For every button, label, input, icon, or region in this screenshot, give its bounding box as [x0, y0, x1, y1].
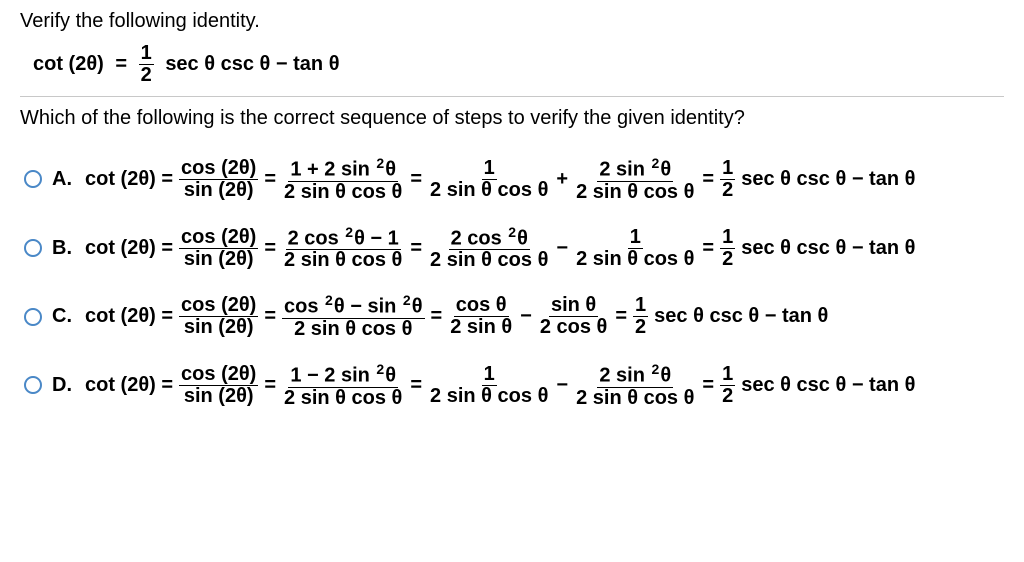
identity-frac: 1 2: [139, 43, 154, 86]
subprompt-text: Which of the following is the correct se…: [20, 107, 1004, 130]
seq-text: −: [553, 237, 571, 260]
fraction: 12: [720, 158, 735, 201]
seq-text: =: [612, 305, 630, 328]
seq-text: =: [428, 305, 446, 328]
equation-sequence: cot (2θ) = cos (2θ)sin (2θ) = 1 − 2 sin …: [82, 362, 918, 409]
seq-start: cot (2θ) =: [82, 305, 176, 328]
option-row: B.cot (2θ) = cos (2θ)sin (2θ) = 2 cos 2θ…: [24, 225, 1004, 272]
radio-option[interactable]: [24, 308, 42, 326]
divider: [20, 96, 1004, 97]
identity-right: sec θ csc θ − tan θ: [162, 53, 342, 75]
identity-left: cot (2θ): [30, 53, 107, 75]
fraction: 12 sin θ cos θ: [428, 158, 550, 201]
equation-sequence: cot (2θ) = cos (2θ)sin (2θ) = cos 2θ − s…: [82, 293, 831, 340]
seq-start: cot (2θ) =: [82, 237, 176, 260]
option-row: D.cot (2θ) = cos (2θ)sin (2θ) = 1 − 2 si…: [24, 362, 1004, 409]
equation-sequence: cot (2θ) = cos (2θ)sin (2θ) = 1 + 2 sin …: [82, 156, 918, 203]
fraction: 12 sin θ cos θ: [428, 364, 550, 407]
seq-text: =: [261, 237, 279, 260]
fraction: sin θ2 cos θ: [538, 295, 610, 338]
seq-text: =: [261, 374, 279, 397]
seq-text: =: [407, 168, 425, 191]
fraction: 12: [720, 227, 735, 270]
seq-text: sec θ csc θ − tan θ: [738, 237, 918, 260]
radio-option[interactable]: [24, 376, 42, 394]
seq-text: =: [261, 305, 279, 328]
option-label: B.: [52, 237, 82, 260]
seq-text: =: [699, 237, 717, 260]
seq-text: +: [553, 168, 571, 191]
equation-sequence: cot (2θ) = cos (2θ)sin (2θ) = 2 cos 2θ −…: [82, 225, 918, 272]
seq-start: cot (2θ) =: [82, 168, 176, 191]
option-label: D.: [52, 374, 82, 397]
radio-option[interactable]: [24, 170, 42, 188]
fraction: cos 2θ − sin 2θ2 sin θ cos θ: [282, 293, 425, 340]
prompt-text: Verify the following identity.: [20, 10, 1004, 33]
seq-text: =: [261, 168, 279, 191]
fraction: cos θ2 sin θ: [448, 295, 514, 338]
fraction: cos (2θ)sin (2θ): [179, 227, 258, 270]
fraction: 1 − 2 sin 2θ2 sin θ cos θ: [282, 362, 404, 409]
seq-text: sec θ csc θ − tan θ: [738, 374, 918, 397]
fraction: cos (2θ)sin (2θ): [179, 295, 258, 338]
fraction: 2 cos 2θ2 sin θ cos θ: [428, 225, 550, 272]
option-label: C.: [52, 305, 82, 328]
option-row: A.cot (2θ) = cos (2θ)sin (2θ) = 1 + 2 si…: [24, 156, 1004, 203]
identity-eq: =: [112, 53, 135, 75]
problem-page: Verify the following identity. cot (2θ) …: [0, 0, 1024, 562]
seq-text: −: [517, 305, 535, 328]
fraction: 2 sin 2θ2 sin θ cos θ: [574, 156, 696, 203]
identity-equation: cot (2θ) = 1 2 sec θ csc θ − tan θ: [30, 43, 1004, 86]
seq-text: =: [699, 168, 717, 191]
option-label: A.: [52, 168, 82, 191]
seq-text: −: [553, 374, 571, 397]
fraction: cos (2θ)sin (2θ): [179, 364, 258, 407]
fraction: 2 sin 2θ2 sin θ cos θ: [574, 362, 696, 409]
radio-option[interactable]: [24, 239, 42, 257]
fraction: 2 cos 2θ − 12 sin θ cos θ: [282, 225, 404, 272]
seq-text: sec θ csc θ − tan θ: [738, 168, 918, 191]
fraction: 12: [633, 295, 648, 338]
fraction: 12 sin θ cos θ: [574, 227, 696, 270]
seq-text: =: [407, 237, 425, 260]
option-row: C.cot (2θ) = cos (2θ)sin (2θ) = cos 2θ −…: [24, 293, 1004, 340]
seq-start: cot (2θ) =: [82, 374, 176, 397]
fraction: 1 + 2 sin 2θ2 sin θ cos θ: [282, 156, 404, 203]
options-list: A.cot (2θ) = cos (2θ)sin (2θ) = 1 + 2 si…: [20, 156, 1004, 409]
seq-text: =: [699, 374, 717, 397]
seq-text: sec θ csc θ − tan θ: [651, 305, 831, 328]
seq-text: =: [407, 374, 425, 397]
fraction: cos (2θ)sin (2θ): [179, 158, 258, 201]
fraction: 12: [720, 364, 735, 407]
